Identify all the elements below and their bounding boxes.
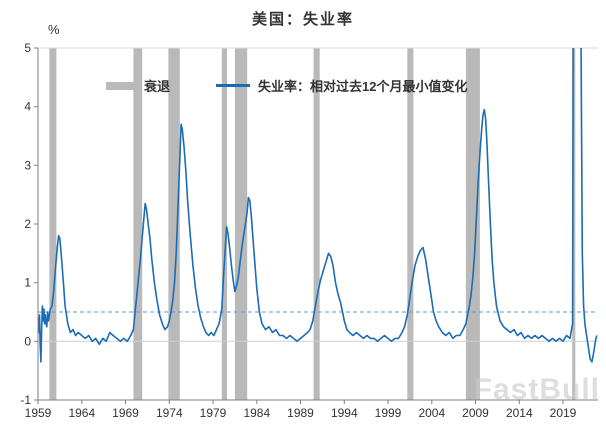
x-tick-label: 2009 [462,406,489,420]
x-tick-label: 1989 [287,406,314,420]
y-tick-label: 2 [24,217,31,231]
x-tick-label: 2014 [506,406,533,420]
x-tick-label: 1964 [68,406,95,420]
y-tick-label: -1 [20,393,31,407]
x-tick-label: 1969 [112,406,139,420]
x-tick-label: 1959 [25,406,52,420]
chart-title: 美国：失业率 [251,11,354,28]
x-tick-label: 2019 [550,406,577,420]
y-tick-label: 5 [24,41,31,55]
series-line-legend-marker [216,84,251,87]
y-tick-label: 3 [24,158,31,172]
y-tick-label: 0 [24,334,31,348]
y-tick-label: 1 [24,276,31,290]
y-axis-unit-label: % [48,22,60,37]
x-tick-label: 1979 [200,406,227,420]
x-tick-label: 1984 [243,406,270,420]
x-tick-label: 1999 [375,406,402,420]
legend: 衰退 失业率：相对过去12个月最小值变化 [106,76,467,95]
x-tick-label: 1974 [156,406,183,420]
recession-band-legend-marker [106,81,136,90]
legend-item-recession: 衰退 [106,76,170,95]
recession-legend-label: 衰退 [144,79,171,94]
x-tick-label: 1994 [331,406,358,420]
x-tick-label: 2004 [418,406,445,420]
y-tick-label: 4 [24,100,31,114]
watermark: FastBull [473,373,600,406]
series-legend-label: 失业率：相对过去12个月最小值变化 [258,79,468,94]
legend-item-series: 失业率：相对过去12个月最小值变化 [216,76,467,95]
